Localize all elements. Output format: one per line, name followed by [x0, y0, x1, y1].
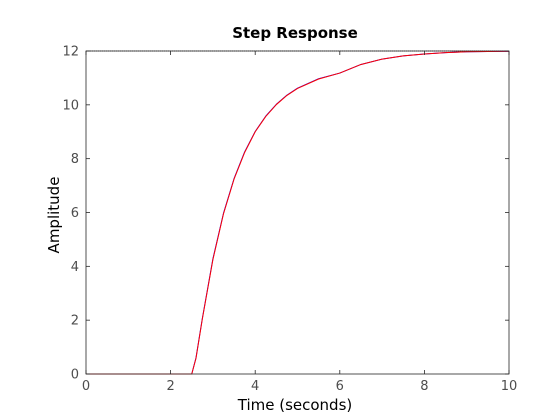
y-axis-label: Amplitude: [45, 177, 63, 254]
y-tick-label-3: 6: [71, 206, 79, 221]
chart-title: Step Response: [232, 24, 358, 42]
x-tick-label-0: 0: [82, 379, 90, 394]
x-tick-label-1: 2: [166, 379, 174, 394]
x-tick-label-4: 8: [420, 379, 428, 394]
x-tick-label-3: 6: [336, 379, 344, 394]
x-tick-label-2: 4: [251, 379, 259, 394]
plot-area: [86, 51, 509, 374]
y-tick-label-4: 8: [71, 152, 79, 167]
y-tick-label-0: 0: [71, 368, 79, 383]
y-tick-label-1: 2: [71, 314, 79, 329]
tick-layer: 0 2 4 6 8 10 0 2 4 6 8 10 12: [62, 45, 517, 395]
x-tick-label-5: 10: [501, 379, 518, 394]
y-tick-label-6: 12: [62, 45, 79, 60]
y-tick-label-2: 4: [71, 260, 79, 275]
x-axis-label: Time (seconds): [237, 396, 353, 414]
y-tick-label-5: 10: [62, 98, 79, 113]
